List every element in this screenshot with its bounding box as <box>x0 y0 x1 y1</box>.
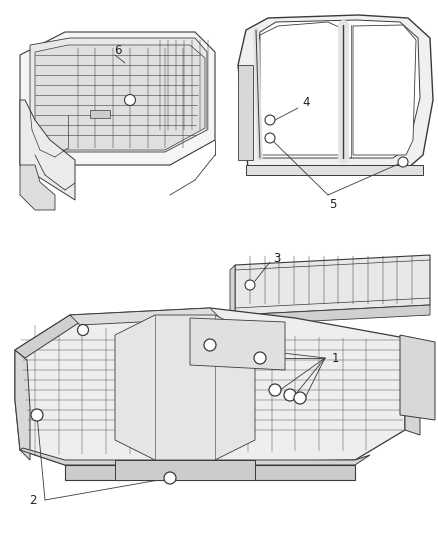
Circle shape <box>124 94 135 106</box>
Text: 5: 5 <box>329 198 337 212</box>
Polygon shape <box>15 308 405 465</box>
Circle shape <box>294 392 306 404</box>
Polygon shape <box>30 38 207 152</box>
Text: 4: 4 <box>302 96 310 109</box>
Polygon shape <box>115 460 255 480</box>
Polygon shape <box>238 15 433 168</box>
Circle shape <box>31 409 43 421</box>
Circle shape <box>78 325 88 335</box>
Polygon shape <box>70 308 220 325</box>
Text: 1: 1 <box>331 351 339 365</box>
Polygon shape <box>260 22 341 155</box>
Circle shape <box>245 280 255 290</box>
Polygon shape <box>20 32 215 165</box>
Polygon shape <box>256 20 420 158</box>
Text: 2: 2 <box>29 494 37 506</box>
Polygon shape <box>35 45 205 150</box>
Circle shape <box>265 133 275 143</box>
Polygon shape <box>230 265 235 318</box>
Polygon shape <box>190 318 285 370</box>
Polygon shape <box>405 338 420 435</box>
Circle shape <box>254 352 266 364</box>
Polygon shape <box>90 110 110 118</box>
Polygon shape <box>15 350 30 460</box>
Polygon shape <box>65 465 355 480</box>
Polygon shape <box>246 165 423 175</box>
Circle shape <box>164 472 176 484</box>
Text: 6: 6 <box>114 44 122 56</box>
Polygon shape <box>115 315 255 460</box>
Circle shape <box>284 389 296 401</box>
Polygon shape <box>20 448 370 465</box>
Circle shape <box>265 115 275 125</box>
Polygon shape <box>15 315 80 358</box>
Circle shape <box>269 384 281 396</box>
Circle shape <box>204 339 216 351</box>
Polygon shape <box>235 255 430 315</box>
Circle shape <box>398 157 408 167</box>
Polygon shape <box>238 65 253 160</box>
Polygon shape <box>20 100 75 200</box>
Polygon shape <box>353 25 416 155</box>
Polygon shape <box>400 335 435 420</box>
Polygon shape <box>235 305 430 325</box>
Text: 3: 3 <box>273 252 281 264</box>
Polygon shape <box>20 165 55 210</box>
